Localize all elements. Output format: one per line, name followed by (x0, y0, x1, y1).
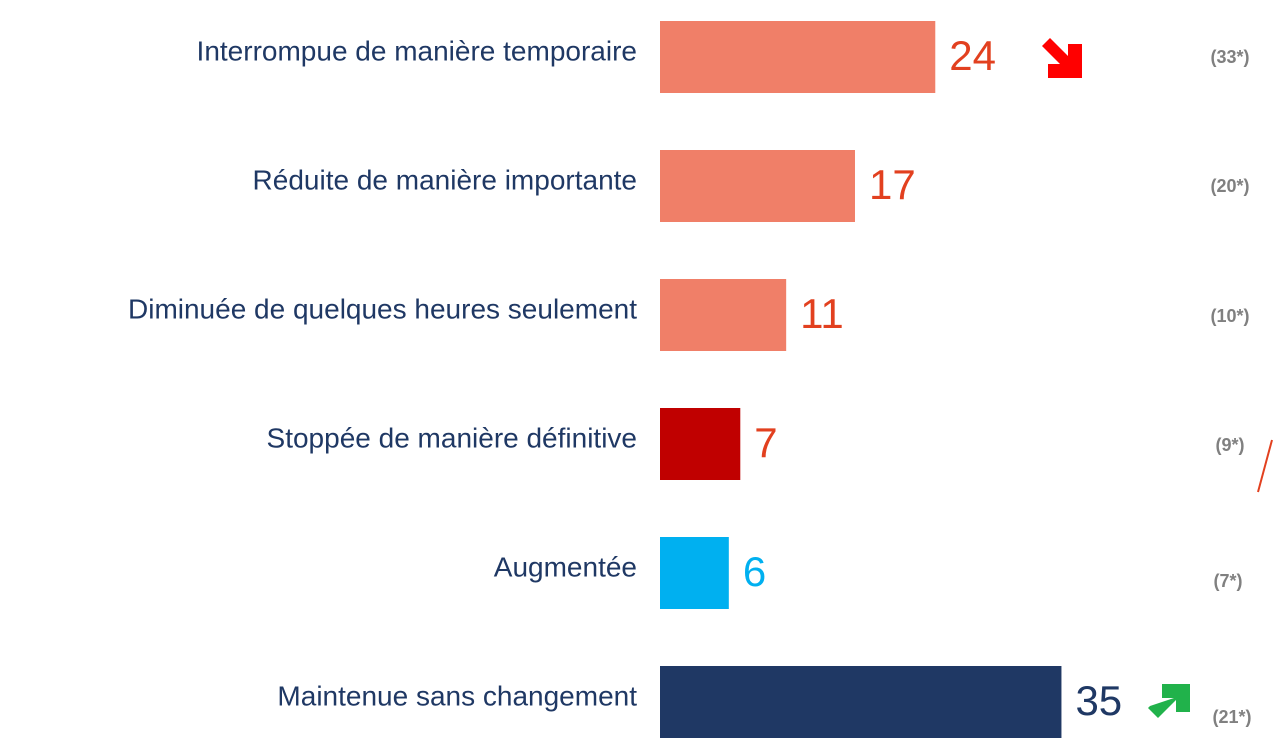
comparison-label: (9*) (1215, 435, 1244, 455)
comparison-label: (20*) (1210, 176, 1249, 196)
value-label: 6 (743, 548, 766, 595)
comparison-label: (10*) (1210, 306, 1249, 326)
bar (660, 21, 936, 93)
bar (660, 666, 1062, 738)
up-arrow (1148, 684, 1190, 718)
value-label: 7 (754, 419, 777, 466)
category-label: Diminuée de quelques heures seulement (128, 293, 637, 324)
category-label: Maintenue sans changement (277, 680, 637, 711)
comparison-label: (21*) (1212, 707, 1251, 727)
slash-decoration (1257, 439, 1273, 493)
value-label: 24 (949, 32, 996, 79)
value-label: 35 (1075, 677, 1122, 724)
bar (660, 279, 787, 351)
comparison-label: (7*) (1213, 571, 1242, 591)
comparison-label: (33*) (1210, 47, 1249, 67)
category-label: Augmentée (494, 551, 637, 582)
category-label: Réduite de manière importante (253, 164, 637, 195)
category-label: Stoppée de manière définitive (267, 422, 637, 453)
value-label: 17 (869, 161, 916, 208)
bar (660, 537, 729, 609)
bar (660, 408, 741, 480)
down-arrow (1040, 38, 1082, 78)
value-label: 11 (800, 290, 844, 337)
category-label: Interrompue de manière temporaire (197, 35, 637, 66)
bar (660, 150, 855, 222)
